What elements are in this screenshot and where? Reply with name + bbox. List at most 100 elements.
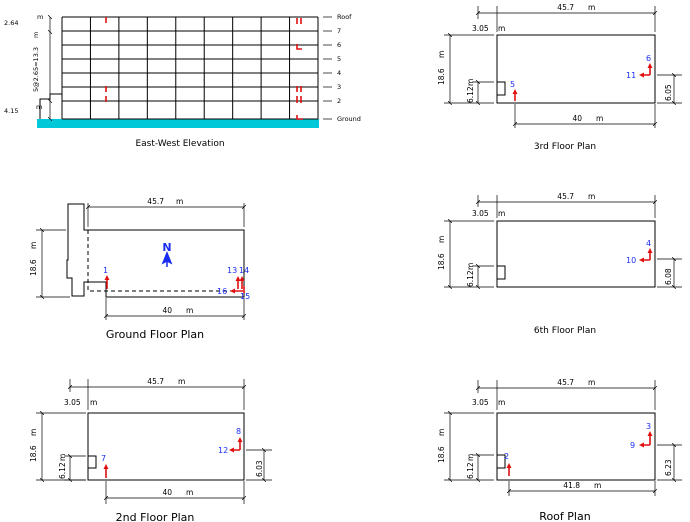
roof-width-dim: 45.7 <box>557 378 574 387</box>
third-width-dim: 45.7 <box>557 3 574 12</box>
second-span-dim: 40 <box>162 488 172 497</box>
elevation-dim-top: 2.64 <box>4 19 18 27</box>
ground-plan-outline <box>66 203 245 298</box>
ground-strip <box>37 119 319 128</box>
roof-depth-unit: m <box>437 429 446 436</box>
roof-notch-h-dim: 6.12 <box>466 462 475 479</box>
elevation-dim-middle-unit: m <box>32 32 40 38</box>
third-span-unit: m <box>596 114 603 123</box>
second-plan-outline <box>87 412 245 481</box>
sensor-label-11: 11 <box>626 71 636 80</box>
roof-notch-h-unit: m <box>466 454 475 461</box>
roof-plan-outline <box>496 412 656 481</box>
sixth-sensors: 4 10 <box>626 239 653 265</box>
third-span-dim: 40 <box>572 114 582 123</box>
roof-span-unit: m <box>594 481 601 490</box>
third-floor-plan: 45.7 m 3.05 m 18.6 m 6.12 m 6.05 40 m 5 … <box>437 3 682 152</box>
sixth-side-dim: 6.08 <box>664 268 673 285</box>
sensor-label-8: 8 <box>236 427 241 436</box>
north-label: N <box>162 241 171 254</box>
third-depth-dim: 18.6 <box>437 68 446 85</box>
sensor-label-2: 2 <box>504 452 509 461</box>
level-label-7: 7 <box>337 27 341 35</box>
elevation-frame <box>61 16 319 120</box>
sensor-label-15: 15 <box>240 292 250 301</box>
sensor-label-12: 12 <box>218 446 228 455</box>
second-floor-plan: 45.7 m 3.05 m 18.6 m 6.12 m 6.03 40 m 7 … <box>29 377 272 522</box>
second-depth-unit: m <box>29 429 38 436</box>
sensor-arrows-13-16 <box>233 279 245 293</box>
roof-span-dim: 41.8 <box>563 481 580 490</box>
sensor-label-4: 4 <box>646 239 651 248</box>
second-side-dim: 6.03 <box>255 460 264 477</box>
sensor-label-1: 1 <box>103 266 108 275</box>
ground-plan-dashed-wall <box>87 230 236 292</box>
ground-floor-plan: 45.7 m 18.6 m 40 m N 1 13 14 16 15 <box>29 197 250 341</box>
third-caption: 3rd Floor Plan <box>534 142 596 152</box>
roof-width-unit: m <box>588 378 595 387</box>
sixth-plan-outline <box>496 220 656 288</box>
elevation-sensor-marks <box>105 17 303 120</box>
sensor-label-10: 10 <box>626 256 636 265</box>
third-width-unit: m <box>588 3 595 12</box>
third-sensors: 5 6 11 <box>510 54 653 101</box>
second-span-unit: m <box>186 488 193 497</box>
third-notch-w-dim: 3.05 <box>472 24 489 33</box>
third-depth-unit: m <box>437 51 446 58</box>
sensor-label-7: 7 <box>101 454 106 463</box>
sensor-label-13: 13 <box>227 266 237 275</box>
second-notch-h-dim: 6.12 <box>58 462 67 479</box>
third-notch-w-unit: m <box>498 24 505 33</box>
sixth-depth-dim: 18.6 <box>437 253 446 270</box>
ground-span-unit: m <box>186 306 193 315</box>
sensor-label-6: 6 <box>646 54 651 63</box>
level-label-3: 3 <box>337 83 341 91</box>
sensor-label-3: 3 <box>646 422 651 431</box>
roof-sensors: 2 3 9 <box>504 422 653 476</box>
level-label-roof: Roof <box>337 13 352 21</box>
second-width-unit: m <box>178 377 185 386</box>
ground-width-unit: m <box>176 197 183 206</box>
level-label-6: 6 <box>337 41 341 49</box>
roof-notch-w-unit: m <box>498 398 505 407</box>
second-notch-w-unit: m <box>90 398 97 407</box>
sixth-notch-w-dim: 3.05 <box>472 209 489 218</box>
second-width-dim: 45.7 <box>147 377 164 386</box>
second-notch-h-unit: m <box>58 454 67 461</box>
sensor-label-16: 16 <box>217 287 227 296</box>
sixth-caption: 6th Floor Plan <box>534 326 596 336</box>
podium-outline <box>39 93 62 119</box>
level-label-ground: Ground <box>337 115 361 123</box>
roof-notch-w-dim: 3.05 <box>472 398 489 407</box>
second-caption: 2nd Floor Plan <box>116 511 195 522</box>
ground-span-dim: 40 <box>162 306 172 315</box>
level-label-2: 2 <box>337 97 341 105</box>
sensor-label-5: 5 <box>510 80 515 89</box>
east-west-elevation: 2.64 m 4.15 m 5@2.65=13.3 m Roof 7 6 5 4… <box>4 13 361 149</box>
sensor-label-14: 14 <box>239 266 249 275</box>
sensor-label-9: 9 <box>630 441 635 450</box>
sixth-floor-plan: 45.7 m 3.05 m 18.6 m 6.12 m 6.08 4 10 6t… <box>437 192 682 336</box>
roof-caption: Roof Plan <box>539 510 590 522</box>
third-notch-h-unit: m <box>466 79 475 86</box>
sixth-depth-unit: m <box>437 236 446 243</box>
sixth-width-unit: m <box>588 192 595 201</box>
sixth-notch-w-unit: m <box>498 209 505 218</box>
sixth-notch-h-dim: 6.12 <box>466 270 475 287</box>
level-label-5: 5 <box>337 55 341 63</box>
elevation-dim-bottom-unit: m <box>36 103 42 111</box>
roof-side-dim: 6.23 <box>664 459 673 476</box>
level-label-4: 4 <box>337 69 341 77</box>
ground-width-dim: 45.7 <box>147 197 164 206</box>
ground-caption: Ground Floor Plan <box>106 328 204 341</box>
second-depth-dim: 18.6 <box>29 445 38 462</box>
second-sensors: 7 8 12 <box>101 427 243 478</box>
ground-depth-dim: 18.6 <box>29 259 38 276</box>
elevation-dim-bottom: 4.15 <box>4 107 18 115</box>
third-plan-outline <box>496 34 656 104</box>
ground-sensors: 1 13 14 16 15 <box>103 266 250 301</box>
north-arrow: N <box>161 241 173 267</box>
third-side-dim: 6.05 <box>664 84 673 101</box>
ground-depth-unit: m <box>29 242 38 249</box>
